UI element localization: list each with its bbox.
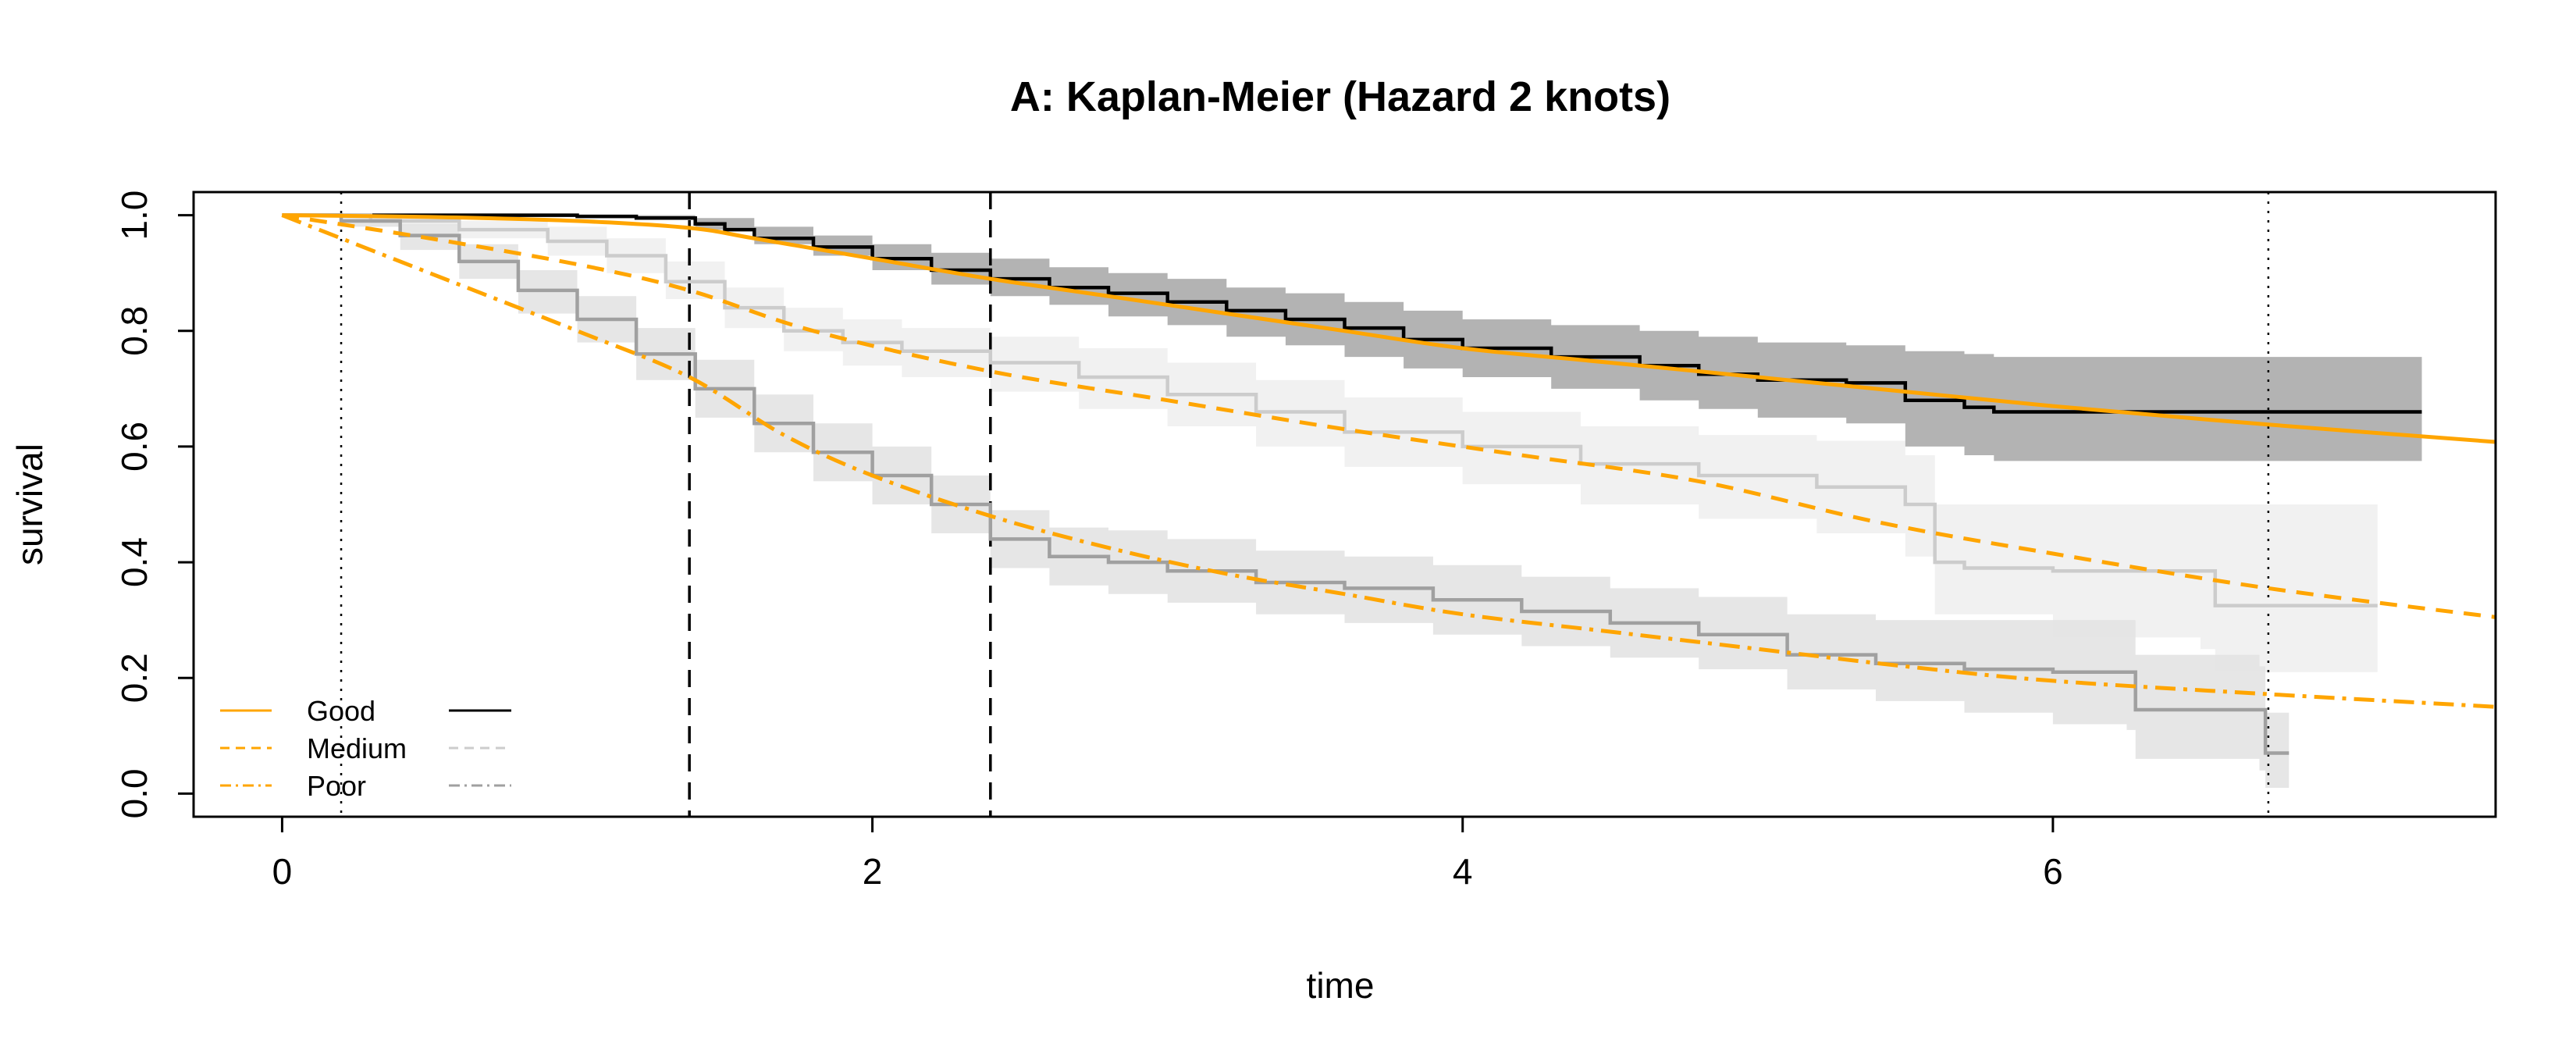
model-curve-good: [282, 213, 2496, 444]
x-axis: 0 2 4 6: [272, 815, 2063, 892]
y-axis: 0.0 0.2 0.4 0.6 0.8 1.0: [114, 191, 195, 818]
km-curve-poor: [282, 213, 2290, 755]
model-curves: [281, 213, 2496, 709]
legend: Good Medium Poor: [220, 695, 511, 802]
model-curve-poor: [281, 213, 2496, 709]
y-tick-label-1: 0.2: [114, 653, 155, 703]
chart-title: A: Kaplan-Meier (Hazard 2 knots): [1010, 73, 1670, 120]
x-axis-label: time: [1307, 965, 1375, 1006]
x-tick-label-0: 0: [272, 851, 293, 892]
legend-label-poor: Poor: [307, 770, 366, 802]
x-tick-label-1: 2: [863, 851, 883, 892]
ci-band-good: [282, 215, 2422, 461]
km-curves: [282, 213, 2422, 755]
x-tick-label-2: 4: [1453, 851, 1473, 892]
y-axis-label: survival: [9, 444, 50, 565]
y-tick-label-5: 1.0: [114, 191, 155, 240]
confidence-bands: [282, 215, 2422, 789]
km-curve-medium: [282, 213, 2378, 607]
y-tick-label-0: 0.0: [114, 768, 155, 818]
model-curve-medium: [282, 213, 2496, 619]
y-tick-label-4: 0.8: [114, 306, 155, 356]
legend-label-good: Good: [307, 695, 375, 727]
y-tick-label-2: 0.4: [114, 537, 155, 587]
legend-label-medium: Medium: [307, 732, 407, 764]
x-tick-label-3: 6: [2043, 851, 2063, 892]
y-tick-label-3: 0.6: [114, 422, 155, 472]
